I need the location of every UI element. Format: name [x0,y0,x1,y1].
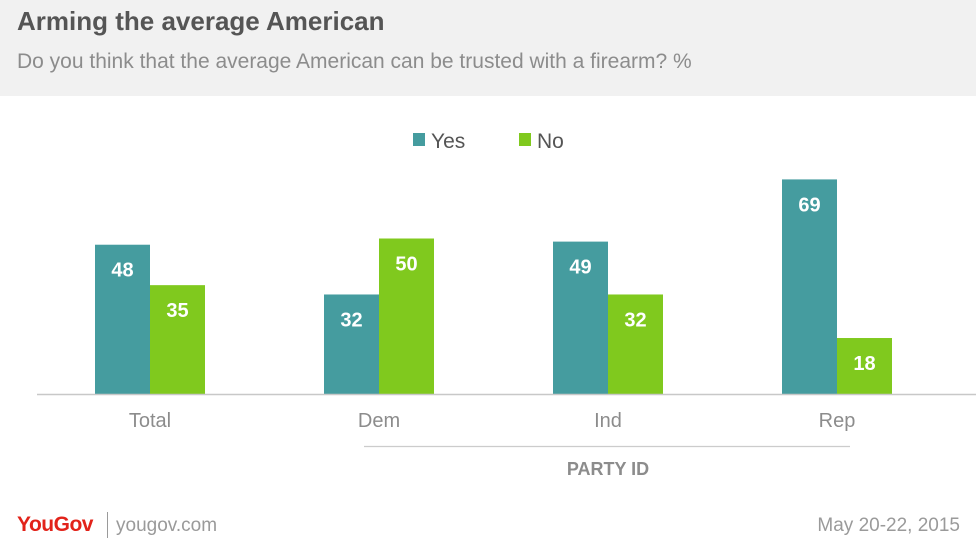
bar-total-no [150,285,205,394]
legend-swatch-no [519,133,531,146]
category-label-ind: Ind [594,410,622,432]
chart-subtitle: Do you think that the average American c… [17,50,692,73]
party-id-group-label: PARTY ID [567,459,649,479]
data-label-total-no: 35 [166,300,188,322]
bar-rep-yes [782,179,837,394]
footer-site-link[interactable]: yougov.com [116,515,218,536]
chart-title: Arming the average American [17,6,385,36]
bar-total-yes [95,244,150,394]
bar-dem-no [379,238,434,394]
legend-label-no: No [537,130,564,153]
data-label-ind-no: 32 [624,309,646,331]
yougov-logo: YouGov [17,513,93,536]
category-label-dem: Dem [358,410,400,432]
bar-dem-yes [324,294,379,394]
data-label-dem-yes: 32 [340,309,362,331]
legend-swatch-yes [413,133,425,146]
data-label-rep-no: 18 [853,353,875,375]
bar-rep-no [837,338,892,394]
header-band [0,0,976,96]
category-label-rep: Rep [819,410,856,432]
data-label-rep-yes: 69 [798,194,820,216]
bar-ind-no [608,294,663,394]
legend-label-yes: Yes [431,130,465,153]
survey-date: May 20-22, 2015 [817,515,960,536]
bar-ind-yes [553,241,608,394]
data-label-dem-no: 50 [395,254,417,276]
footer-divider [107,512,108,538]
category-label-total: Total [129,410,171,432]
data-label-ind-yes: 49 [569,257,591,279]
data-label-total-yes: 48 [111,260,133,282]
